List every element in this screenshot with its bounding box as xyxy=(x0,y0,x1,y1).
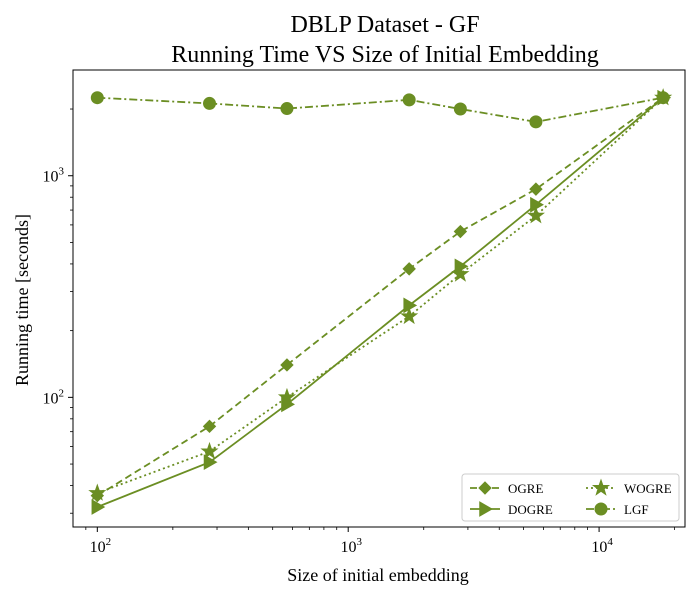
series-line-ogre xyxy=(96,96,664,497)
series-lines xyxy=(96,96,664,508)
data-point-wogre xyxy=(200,441,219,460)
legend: OGRE DOGRE WOGRE LGF xyxy=(461,473,680,522)
data-point-dogre xyxy=(530,196,544,213)
x-axis-label: Size of initial embedding xyxy=(287,565,468,585)
plot-area: 102 103 104 102 103 xyxy=(43,69,686,556)
data-point-ogre xyxy=(453,224,468,239)
y-tick-label: 103 xyxy=(43,166,65,186)
data-point-lgf xyxy=(656,91,670,105)
data-point-ogre xyxy=(280,358,294,372)
data-point-dogre xyxy=(203,454,218,471)
data-point-lgf xyxy=(529,115,543,129)
legend-marker-ogre xyxy=(478,481,492,495)
y-axis-label: Running time [seconds] xyxy=(12,214,32,386)
legend-box xyxy=(461,473,680,522)
axis-ticks: 102 103 104 102 103 xyxy=(43,108,676,556)
legend-marker-lgf xyxy=(594,502,608,516)
chart-title-line-1: DBLP Dataset - GF xyxy=(290,12,479,38)
data-point-dogre xyxy=(403,297,418,314)
data-point-dogre xyxy=(91,499,106,515)
series-line-wogre xyxy=(96,97,664,494)
data-point-lgf xyxy=(280,102,294,116)
series-markers xyxy=(88,88,673,515)
data-point-lgf xyxy=(402,93,416,107)
data-point-ogre xyxy=(202,419,217,434)
chart-title-line-2: Running Time VS Size of Initial Embeddin… xyxy=(171,42,599,68)
data-point-ogre xyxy=(529,182,543,196)
y-tick-label: 102 xyxy=(43,387,65,407)
plot-frame xyxy=(72,69,686,528)
data-point-wogre xyxy=(277,387,297,406)
data-point-wogre xyxy=(526,206,545,224)
x-tick-label: 103 xyxy=(340,536,362,556)
data-point-wogre xyxy=(88,483,107,501)
legend-label-dogre: DOGRE xyxy=(508,502,553,517)
x-tick-label: 102 xyxy=(90,536,112,556)
data-point-wogre xyxy=(451,264,470,282)
legend-marker-wogre xyxy=(591,478,611,496)
data-point-lgf xyxy=(453,102,467,116)
series-line-lgf xyxy=(97,96,664,123)
data-point-wogre xyxy=(400,306,419,325)
data-point-lgf xyxy=(203,96,217,110)
legend-label-ogre: OGRE xyxy=(508,481,543,496)
x-tick-label: 104 xyxy=(591,536,613,556)
data-point-ogre xyxy=(402,262,416,276)
legend-label-wogre: WOGRE xyxy=(624,481,672,496)
legend-label-lgf: LGF xyxy=(624,502,649,517)
legend-marker-dogre xyxy=(479,501,494,517)
data-point-lgf xyxy=(90,91,104,105)
